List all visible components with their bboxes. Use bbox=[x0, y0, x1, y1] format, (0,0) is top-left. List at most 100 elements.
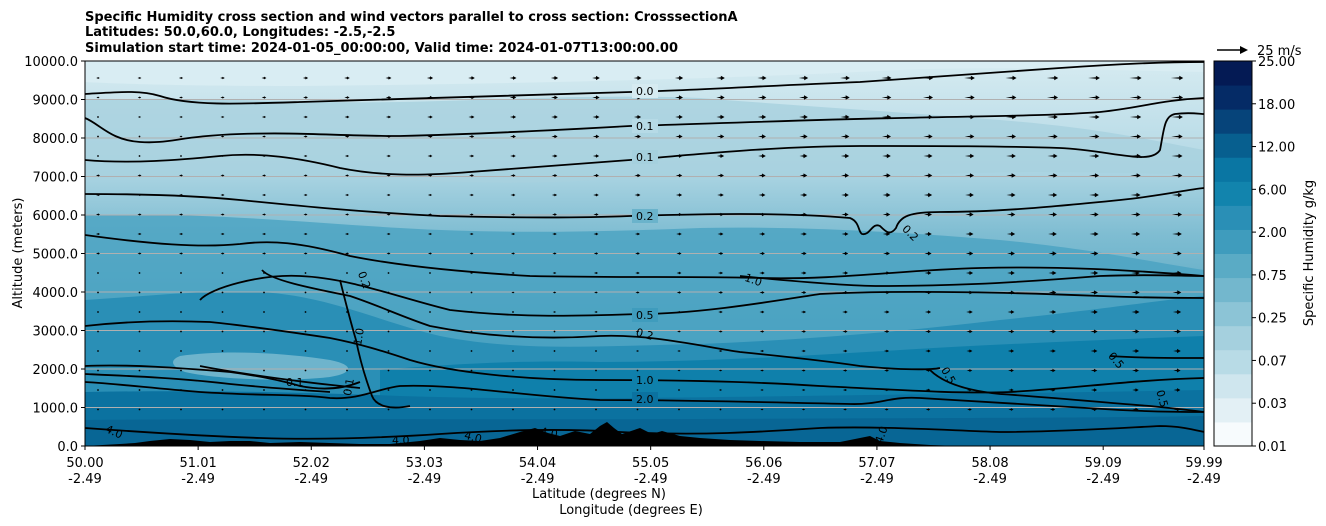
wind-vector bbox=[386, 174, 391, 177]
colorbar-band bbox=[1214, 85, 1252, 110]
wind-vector bbox=[759, 349, 765, 353]
wind-vector bbox=[261, 76, 267, 80]
x-tick-label-lon: -2.49 bbox=[294, 472, 328, 487]
wind-vector bbox=[262, 174, 266, 177]
wind-vector bbox=[799, 153, 808, 159]
wind-vector bbox=[470, 311, 473, 313]
wind-vector bbox=[965, 231, 974, 237]
wind-vector bbox=[1090, 329, 1098, 334]
wind-vector bbox=[799, 114, 808, 120]
wind-vector bbox=[1130, 231, 1141, 237]
colorbar-tick-label: 0.01 bbox=[1258, 440, 1287, 455]
quiver-key-arrowhead bbox=[1240, 46, 1248, 54]
wind-vector bbox=[304, 389, 307, 391]
wind-vector bbox=[675, 193, 683, 197]
wind-vector bbox=[1088, 153, 1100, 159]
wind-vector bbox=[96, 96, 100, 99]
wind-vector bbox=[262, 213, 266, 216]
wind-vector bbox=[302, 76, 309, 80]
wind-vector bbox=[1171, 192, 1183, 198]
colorbar-band bbox=[1214, 325, 1252, 351]
contour-label-0.1-d: 0.1 bbox=[341, 377, 357, 396]
wind-vector bbox=[510, 193, 516, 197]
wind-vector bbox=[1005, 134, 1017, 139]
wind-vector bbox=[1170, 95, 1184, 100]
wind-vector bbox=[594, 311, 598, 313]
wind-vector bbox=[593, 173, 599, 178]
wind-vector bbox=[1130, 212, 1141, 217]
wind-vector bbox=[553, 408, 556, 411]
colorbar-tick-label: 6.00 bbox=[1258, 183, 1287, 198]
wind-vector bbox=[221, 369, 224, 372]
wind-vector bbox=[346, 272, 348, 274]
wind-vector bbox=[635, 252, 640, 255]
wind-vector bbox=[716, 134, 725, 139]
wind-vector bbox=[758, 193, 766, 197]
wind-vector bbox=[1129, 134, 1142, 139]
wind-vector bbox=[843, 408, 847, 411]
wind-vector bbox=[636, 389, 639, 391]
x-tick-label-lon: -2.49 bbox=[68, 472, 102, 487]
wind-vector bbox=[303, 115, 308, 119]
wind-vector bbox=[138, 350, 141, 352]
wind-vector bbox=[180, 408, 182, 411]
colorbar-tick-label: 0.75 bbox=[1258, 269, 1287, 284]
wind-vector bbox=[1007, 251, 1015, 256]
wind-vector bbox=[675, 114, 683, 120]
wind-vector bbox=[1090, 368, 1098, 373]
wind-vector bbox=[1172, 290, 1182, 295]
wind-vector bbox=[636, 369, 639, 372]
wind-vector bbox=[137, 213, 142, 216]
wind-vector bbox=[304, 330, 307, 333]
wind-vector bbox=[595, 389, 597, 391]
wind-vector bbox=[1049, 368, 1056, 373]
wind-vector bbox=[511, 291, 515, 294]
wind-vector bbox=[883, 271, 890, 275]
wind-vector bbox=[552, 232, 557, 236]
wind-vector bbox=[303, 174, 308, 177]
wind-vector bbox=[303, 135, 308, 138]
wind-vector bbox=[592, 75, 600, 81]
wind-vector bbox=[1088, 95, 1100, 100]
wind-vector bbox=[469, 232, 474, 236]
colorbar-band bbox=[1214, 181, 1252, 206]
x-axis-label-latitude: Latitude (degrees N) bbox=[532, 487, 666, 502]
wind-vector bbox=[385, 95, 392, 100]
contour-label-0.5-d: 0.5 bbox=[1153, 389, 1170, 409]
wind-vector bbox=[180, 389, 182, 391]
wind-vector bbox=[1171, 114, 1183, 120]
wind-vector bbox=[1007, 349, 1015, 353]
wind-vector bbox=[1047, 173, 1058, 178]
wind-vector bbox=[1132, 407, 1139, 412]
wind-vector bbox=[635, 350, 640, 352]
wind-vector bbox=[966, 368, 973, 373]
wind-vector bbox=[387, 389, 390, 391]
colorbar-tick-label: 0.03 bbox=[1258, 397, 1287, 412]
wind-vector bbox=[345, 193, 349, 197]
wind-vector bbox=[716, 153, 725, 159]
wind-vector bbox=[387, 350, 390, 352]
wind-vector bbox=[882, 212, 891, 217]
wind-vector bbox=[1046, 95, 1059, 100]
wind-vector bbox=[263, 291, 265, 294]
wind-vector bbox=[221, 311, 224, 313]
wind-vector bbox=[842, 330, 848, 333]
wind-vector bbox=[97, 135, 99, 138]
wind-vector bbox=[137, 232, 142, 236]
wind-vector bbox=[553, 330, 556, 333]
wind-vector bbox=[967, 408, 972, 411]
wind-vector bbox=[220, 232, 225, 236]
wind-vector bbox=[553, 350, 556, 352]
wind-vector bbox=[138, 291, 141, 294]
wind-vector bbox=[1089, 231, 1099, 237]
wind-vector bbox=[1049, 329, 1056, 334]
wind-vector bbox=[593, 271, 599, 275]
wind-vector bbox=[512, 330, 514, 333]
colorbar-band bbox=[1214, 397, 1252, 423]
wind-vector bbox=[304, 369, 307, 372]
colorbar-band bbox=[1214, 157, 1252, 182]
wind-vector bbox=[345, 232, 349, 236]
wind-vector bbox=[1048, 270, 1057, 276]
wind-vector bbox=[97, 116, 99, 118]
wind-vector bbox=[221, 389, 224, 391]
